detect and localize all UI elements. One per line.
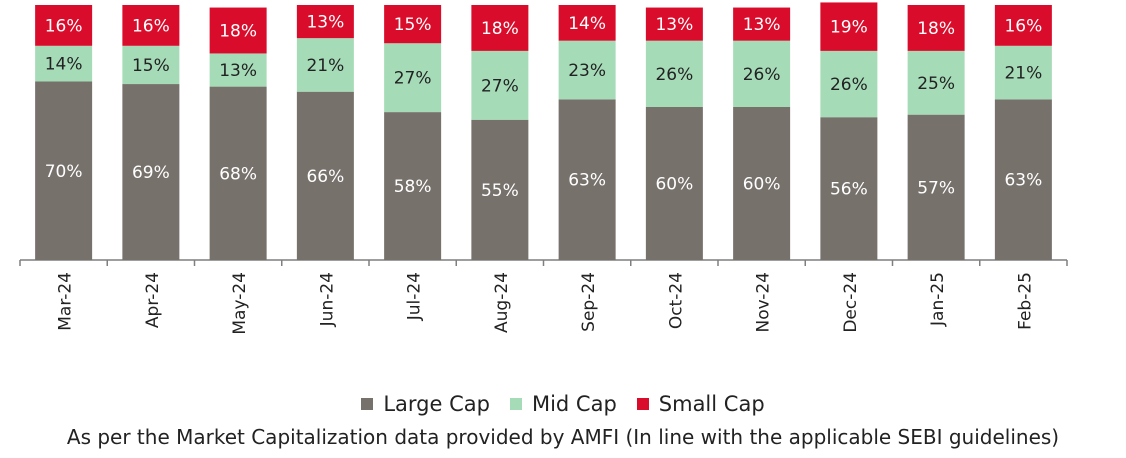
bar-mid-cap-jan-25 <box>907 50 965 115</box>
x-tick-label-dec-24: Dec-24 <box>841 272 861 333</box>
x-tick-label-jan-25: Jan-25 <box>928 272 948 327</box>
data-label-small-cap-mar-24: 16% <box>45 16 83 36</box>
bar-small-cap-dec-24 <box>820 2 878 51</box>
bar-mid-cap-aug-24 <box>471 50 529 120</box>
legend-swatch-large-cap <box>361 398 374 410</box>
bar-small-cap-mar-24 <box>35 5 93 46</box>
bar-large-cap-aug-24 <box>471 119 529 260</box>
data-label-large-cap-aug-24: 55% <box>481 181 519 201</box>
bar-mid-cap-jun-24 <box>296 38 354 92</box>
legend-label-mid-cap: Mid Cap <box>531 392 617 416</box>
bar-large-cap-jun-24 <box>296 91 354 260</box>
data-label-mid-cap-mar-24: 14% <box>45 55 83 75</box>
data-label-mid-cap-nov-24: 26% <box>743 65 781 85</box>
data-label-mid-cap-sep-24: 23% <box>568 61 606 81</box>
bar-small-cap-oct-24 <box>645 7 703 41</box>
data-label-mid-cap-jan-25: 25% <box>917 74 955 94</box>
legend-label-small-cap: Small Cap <box>658 392 765 416</box>
data-label-small-cap-nov-24: 13% <box>743 15 781 35</box>
data-label-small-cap-dec-24: 19% <box>830 18 868 38</box>
bar-large-cap-dec-24 <box>820 117 878 260</box>
legend-item-mid-cap: Mid Cap <box>509 392 617 416</box>
data-label-small-cap-jun-24: 13% <box>306 13 344 33</box>
data-label-small-cap-apr-24: 16% <box>132 16 170 36</box>
chart-footnote: As per the Market Capitalization data pr… <box>66 425 1060 449</box>
bar-small-cap-may-24 <box>209 7 267 54</box>
data-label-small-cap-may-24: 18% <box>219 22 257 42</box>
bar-mid-cap-jul-24 <box>384 43 442 113</box>
x-tick-label-apr-24: Apr-24 <box>143 272 163 328</box>
data-label-mid-cap-aug-24: 27% <box>481 76 519 96</box>
legend-swatch-mid-cap <box>509 398 522 410</box>
bar-small-cap-jan-25 <box>907 5 965 51</box>
bar-large-cap-mar-24 <box>35 81 93 260</box>
x-tick-label-jul-24: Jul-24 <box>405 272 425 321</box>
x-tick-label-mar-24: Mar-24 <box>56 272 76 331</box>
bar-mid-cap-apr-24 <box>122 45 180 85</box>
data-label-mid-cap-jul-24: 27% <box>394 69 432 89</box>
bar-mid-cap-may-24 <box>209 53 267 87</box>
x-tick-label-sep-24: Sep-24 <box>579 272 599 332</box>
bar-mid-cap-feb-25 <box>994 45 1052 100</box>
x-tick-label-jun-24: Jun-24 <box>317 272 337 327</box>
bar-small-cap-apr-24 <box>122 5 180 46</box>
data-label-large-cap-dec-24: 56% <box>830 180 868 200</box>
bar-large-cap-may-24 <box>209 86 267 260</box>
legend-item-small-cap: Small Cap <box>636 392 765 416</box>
legend-label-large-cap: Large Cap <box>383 392 490 416</box>
data-label-small-cap-jul-24: 15% <box>394 15 432 35</box>
data-label-large-cap-feb-25: 63% <box>1004 171 1042 191</box>
stacked-bar-chart: 70% 14% 16% Mar-24 69% 15% 16% Apr-24 68% 13% 18% M… <box>19 2 1068 335</box>
bar-large-cap-jan-25 <box>907 114 965 261</box>
legend-item-large-cap: Large Cap <box>361 392 490 416</box>
bar-mid-cap-dec-24 <box>820 50 878 118</box>
x-tick-label-nov-24: Nov-24 <box>754 272 774 333</box>
data-label-large-cap-jul-24: 58% <box>394 177 432 197</box>
data-label-small-cap-aug-24: 18% <box>481 19 519 39</box>
data-label-small-cap-jan-25: 18% <box>917 19 955 39</box>
chart-legend: Large Cap Mid Cap Small Cap <box>0 392 1126 416</box>
data-label-small-cap-feb-25: 16% <box>1004 16 1042 36</box>
bar-large-cap-sep-24 <box>558 99 616 260</box>
bar-mid-cap-oct-24 <box>645 40 703 108</box>
data-label-large-cap-mar-24: 70% <box>45 162 83 182</box>
bar-small-cap-jun-24 <box>296 5 354 39</box>
x-tick-label-feb-25: Feb-25 <box>1015 272 1035 330</box>
bar-mid-cap-sep-24 <box>558 40 616 100</box>
bar-large-cap-jul-24 <box>384 112 442 260</box>
data-label-mid-cap-apr-24: 15% <box>132 56 170 76</box>
data-label-small-cap-sep-24: 14% <box>568 14 606 34</box>
data-label-mid-cap-dec-24: 26% <box>830 75 868 95</box>
data-label-large-cap-sep-24: 63% <box>568 171 606 191</box>
x-tick-label-aug-24: Aug-24 <box>492 272 512 333</box>
bar-mid-cap-nov-24 <box>733 40 791 108</box>
x-tick-label-may-24: May-24 <box>230 272 250 335</box>
bar-large-cap-oct-24 <box>645 107 703 260</box>
bar-mid-cap-mar-24 <box>35 45 93 82</box>
data-label-mid-cap-may-24: 13% <box>219 61 257 81</box>
bar-large-cap-feb-25 <box>994 99 1052 260</box>
data-label-mid-cap-jun-24: 21% <box>306 56 344 76</box>
bar-small-cap-sep-24 <box>558 5 616 41</box>
data-label-small-cap-oct-24: 13% <box>655 15 693 35</box>
data-label-large-cap-jan-25: 57% <box>917 178 955 198</box>
data-label-large-cap-oct-24: 60% <box>655 175 693 195</box>
bar-large-cap-apr-24 <box>122 84 180 260</box>
data-label-large-cap-jun-24: 66% <box>306 167 344 187</box>
bar-small-cap-jul-24 <box>384 5 442 44</box>
bar-small-cap-nov-24 <box>733 7 791 41</box>
x-tick-label-oct-24: Oct-24 <box>666 272 686 329</box>
bar-small-cap-feb-25 <box>994 5 1052 46</box>
data-label-large-cap-may-24: 68% <box>219 164 257 184</box>
data-label-mid-cap-feb-25: 21% <box>1004 64 1042 84</box>
data-label-large-cap-apr-24: 69% <box>132 163 170 183</box>
legend-swatch-small-cap <box>636 398 649 410</box>
data-label-large-cap-nov-24: 60% <box>743 175 781 195</box>
bar-small-cap-aug-24 <box>471 5 529 51</box>
data-label-mid-cap-oct-24: 26% <box>655 65 693 85</box>
bar-large-cap-nov-24 <box>733 107 791 260</box>
